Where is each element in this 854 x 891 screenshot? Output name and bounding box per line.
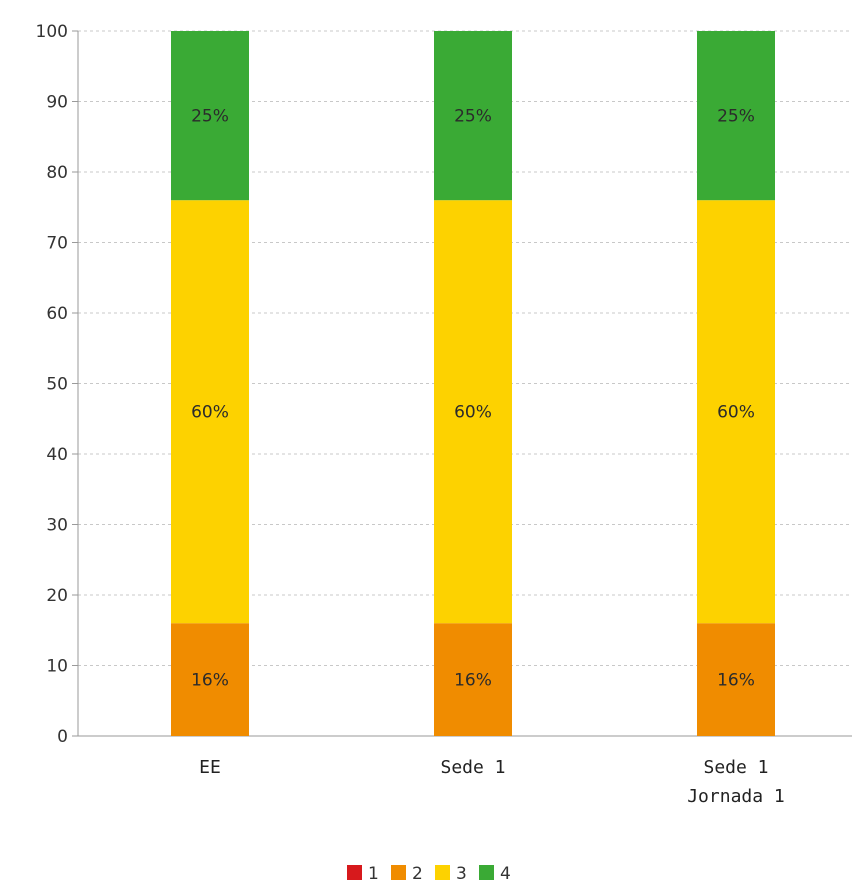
bar-segment bbox=[697, 623, 775, 736]
x-category-label: Sede 1 bbox=[703, 757, 768, 778]
y-tick-label: 30 bbox=[46, 516, 68, 536]
bar-segment bbox=[434, 200, 512, 624]
bar-segment bbox=[171, 623, 249, 736]
y-tick-label: 90 bbox=[46, 93, 68, 113]
bar-segment bbox=[434, 31, 512, 201]
y-tick-label: 0 bbox=[57, 727, 68, 747]
bar-segment bbox=[171, 31, 249, 201]
data-label: 60% bbox=[717, 403, 755, 423]
data-label: 25% bbox=[717, 107, 755, 127]
y-tick-label: 20 bbox=[46, 586, 68, 606]
y-tick-label: 70 bbox=[46, 234, 68, 254]
bar-segment bbox=[697, 31, 775, 201]
y-tick-label: 100 bbox=[36, 22, 68, 42]
data-label: 60% bbox=[454, 403, 492, 423]
y-tick-label: 40 bbox=[46, 445, 68, 465]
data-label: 25% bbox=[454, 107, 492, 127]
legend: 1 2 3 4 bbox=[347, 864, 511, 884]
x-category-label: Sede 1 bbox=[440, 757, 505, 778]
bar-layer bbox=[171, 31, 775, 736]
legend-swatch bbox=[435, 865, 450, 880]
data-label: 25% bbox=[191, 107, 229, 127]
y-tick-label: 50 bbox=[46, 375, 68, 395]
legend-label: 3 bbox=[456, 864, 467, 884]
legend-swatch bbox=[479, 865, 494, 880]
bar-segment bbox=[171, 200, 249, 624]
x-category-label: EE bbox=[199, 757, 221, 778]
y-tick-label: 80 bbox=[46, 163, 68, 183]
legend-label: 1 bbox=[368, 864, 379, 884]
legend-label: 2 bbox=[412, 864, 423, 884]
y-tick-label: 60 bbox=[46, 304, 68, 324]
bar-segment bbox=[434, 623, 512, 736]
data-label: 16% bbox=[191, 671, 229, 691]
legend-label: 4 bbox=[500, 864, 511, 884]
legend-swatch bbox=[347, 865, 362, 880]
y-tick-label: 10 bbox=[46, 657, 68, 677]
x-category-label: Jornada 1 bbox=[687, 786, 785, 807]
data-label: 60% bbox=[191, 403, 229, 423]
axis-layer: 0 10 20 30 40 50 60 70 80 90 100 EE Sede 1 Sede 1 Jorn… bbox=[36, 22, 852, 807]
data-label: 16% bbox=[717, 671, 755, 691]
legend-swatch bbox=[391, 865, 406, 880]
bar-segment bbox=[697, 200, 775, 624]
label-layer: 16% 60% 25% 16% 60% 25% 16% 60% 25% bbox=[191, 107, 755, 691]
data-label: 16% bbox=[454, 671, 492, 691]
